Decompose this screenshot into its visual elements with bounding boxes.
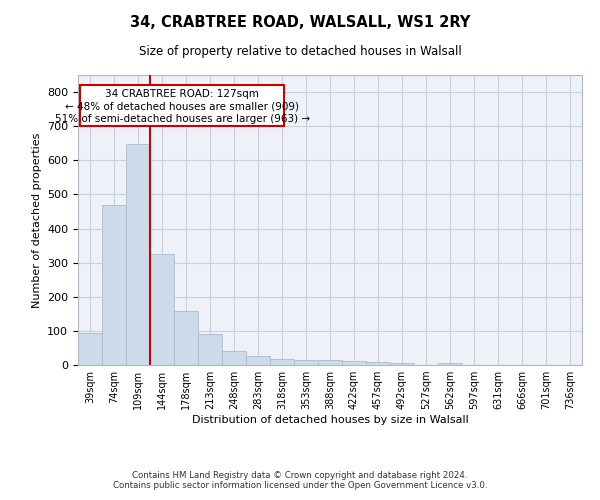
- Bar: [174, 311, 198, 365]
- Bar: [126, 144, 150, 365]
- Bar: [318, 360, 342, 365]
- Bar: [390, 363, 414, 365]
- Text: Contains HM Land Registry data © Crown copyright and database right 2024.
Contai: Contains HM Land Registry data © Crown c…: [113, 470, 487, 490]
- Bar: [198, 334, 222, 365]
- Bar: [78, 332, 102, 365]
- Text: 34, CRABTREE ROAD, WALSALL, WS1 2RY: 34, CRABTREE ROAD, WALSALL, WS1 2RY: [130, 15, 470, 30]
- Bar: [270, 359, 294, 365]
- Bar: [366, 362, 390, 365]
- Bar: [246, 356, 270, 365]
- Bar: [342, 360, 366, 365]
- FancyBboxPatch shape: [80, 85, 284, 126]
- Bar: [222, 352, 246, 365]
- Text: 34 CRABTREE ROAD: 127sqm: 34 CRABTREE ROAD: 127sqm: [106, 89, 259, 99]
- Text: 51% of semi-detached houses are larger (963) →: 51% of semi-detached houses are larger (…: [55, 114, 310, 124]
- Text: ← 48% of detached houses are smaller (909): ← 48% of detached houses are smaller (90…: [65, 102, 299, 112]
- Y-axis label: Number of detached properties: Number of detached properties: [32, 132, 41, 308]
- X-axis label: Distribution of detached houses by size in Walsall: Distribution of detached houses by size …: [191, 415, 469, 425]
- Text: Size of property relative to detached houses in Walsall: Size of property relative to detached ho…: [139, 45, 461, 58]
- Bar: [438, 362, 462, 365]
- Bar: [294, 360, 318, 365]
- Bar: [150, 254, 174, 365]
- Bar: [102, 204, 126, 365]
